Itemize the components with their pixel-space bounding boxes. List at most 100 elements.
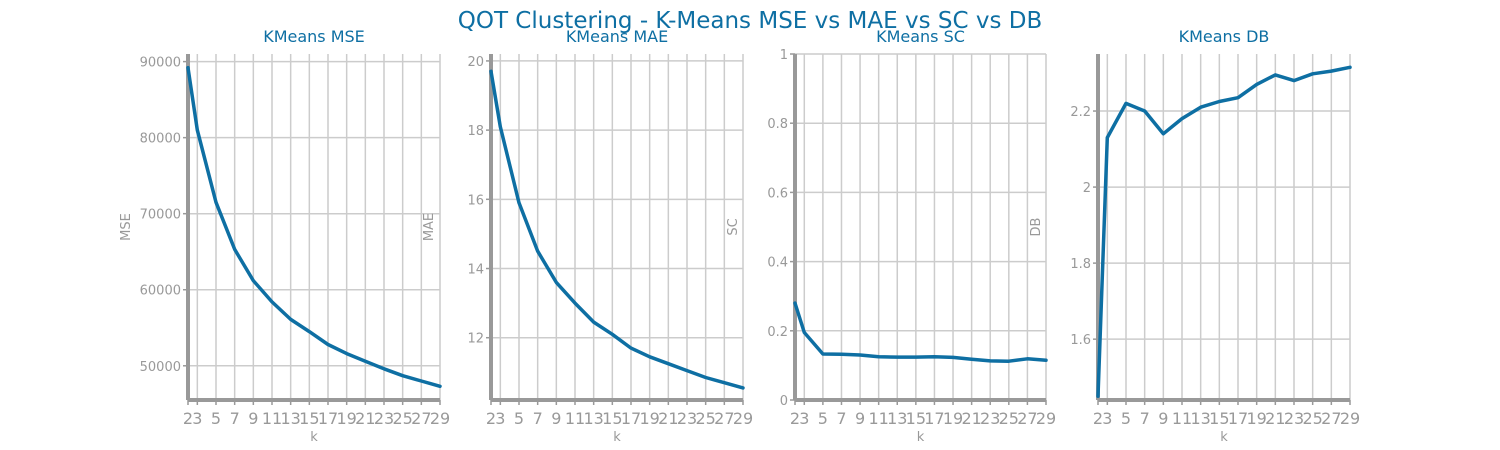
data-point [186, 66, 190, 70]
x-tick-label: 5 [514, 409, 524, 428]
data-point [307, 330, 311, 334]
data-point [970, 357, 974, 361]
data-point [1044, 358, 1048, 362]
x-axis-label: k [613, 430, 621, 445]
y-tick-label: 16 [467, 193, 484, 208]
y-tick-label: 60000 [140, 284, 181, 299]
series-line-mae [489, 69, 745, 390]
x-tick-label: 21 [961, 409, 981, 428]
x-tick-label: 2 [1093, 409, 1103, 428]
data-point [722, 381, 726, 385]
x-tick-label: 11 [868, 409, 888, 428]
x-tick-label: 17 [1228, 409, 1248, 428]
y-tick-label: 0.2 [767, 325, 788, 340]
x-tick-label: 27 [714, 409, 734, 428]
x-tick-label: 21 [355, 409, 375, 428]
x-tick-label: 9 [855, 409, 865, 428]
data-point [666, 362, 670, 366]
x-tick-label: 25 [1302, 409, 1322, 428]
data-point [648, 355, 652, 359]
x-tick-label: 13 [887, 409, 907, 428]
y-axis-label: SC [726, 218, 741, 235]
x-tick-label: 3 [192, 409, 202, 428]
x-tick-label: 15 [299, 409, 319, 428]
figure-title: QOT Clustering - K-Means MSE vs MAE vs S… [458, 8, 1043, 34]
x-tick-label: 2 [183, 409, 193, 428]
x-tick-label: 15 [906, 409, 926, 428]
data-point [793, 301, 797, 305]
x-tick-label: 23 [980, 409, 1000, 428]
data-point [251, 279, 255, 283]
panel-title: KMeans DB [1179, 27, 1270, 46]
x-tick-label: 29 [1340, 409, 1360, 428]
data-point [592, 320, 596, 324]
x-axis-label: k [310, 430, 318, 445]
data-point [802, 331, 806, 335]
x-tick-label: 29 [733, 409, 753, 428]
series-line-sc [793, 301, 1048, 363]
data-point [741, 386, 745, 390]
data-point [1255, 82, 1259, 86]
x-axis-label: k [1220, 430, 1228, 445]
data-point [270, 300, 274, 304]
data-point [610, 332, 614, 336]
x-tick-label: 13 [1190, 409, 1210, 428]
panel-sc: 00.20.40.60.812 3 5 7 9 11131517192123252729K… [726, 27, 1056, 445]
data-point [401, 374, 405, 378]
y-axis-label: MAE [422, 213, 437, 241]
x-tick-label: 27 [1321, 409, 1341, 428]
data-point [554, 280, 558, 284]
y-tick-label: 14 [467, 263, 484, 278]
data-point [363, 359, 367, 363]
data-point [233, 247, 237, 251]
x-tick-label: 9 [1158, 409, 1168, 428]
data-point [895, 355, 899, 359]
data-point [704, 376, 708, 380]
data-point [573, 301, 577, 305]
data-point [877, 355, 881, 359]
data-point [1236, 96, 1240, 100]
data-point [1217, 100, 1221, 104]
x-tick-label: 7 [230, 409, 240, 428]
data-point [914, 355, 918, 359]
x-tick-label: 11 [565, 409, 585, 428]
x-tick-label: 21 [658, 409, 678, 428]
series-line-mse [186, 65, 442, 389]
x-tick-label: 9 [248, 409, 258, 428]
x-tick-label: 7 [1140, 409, 1150, 428]
data-point [326, 342, 330, 346]
panel-title: KMeans MAE [566, 27, 668, 46]
data-point [1180, 117, 1184, 121]
x-tick-label: 17 [924, 409, 944, 428]
x-tick-label: 23 [374, 409, 394, 428]
x-tick-label: 3 [1102, 409, 1112, 428]
x-tick-label: 2 [790, 409, 800, 428]
y-tick-label: 90000 [140, 56, 181, 71]
data-point [498, 125, 502, 129]
y-tick-label: 0.6 [767, 186, 788, 201]
x-tick-label: 15 [602, 409, 622, 428]
data-point [932, 355, 936, 359]
data-point [517, 201, 521, 205]
data-point [1311, 72, 1315, 76]
data-point [1007, 359, 1011, 363]
data-point [195, 128, 199, 132]
data-point [1329, 69, 1333, 73]
x-tick-label: 25 [695, 409, 715, 428]
x-tick-label: 21 [1265, 409, 1285, 428]
y-tick-label: 80000 [140, 132, 181, 147]
x-tick-label: 27 [411, 409, 431, 428]
y-tick-label: 0.8 [767, 117, 788, 132]
y-tick-label: 2.2 [1070, 105, 1091, 120]
x-tick-label: 5 [818, 409, 828, 428]
x-tick-label: 19 [639, 409, 659, 428]
x-tick-label: 17 [621, 409, 641, 428]
x-tick-label: 27 [1017, 409, 1037, 428]
y-axis-label: MSE [119, 213, 134, 241]
x-tick-label: 3 [495, 409, 505, 428]
data-point [629, 346, 633, 350]
data-point [858, 353, 862, 357]
